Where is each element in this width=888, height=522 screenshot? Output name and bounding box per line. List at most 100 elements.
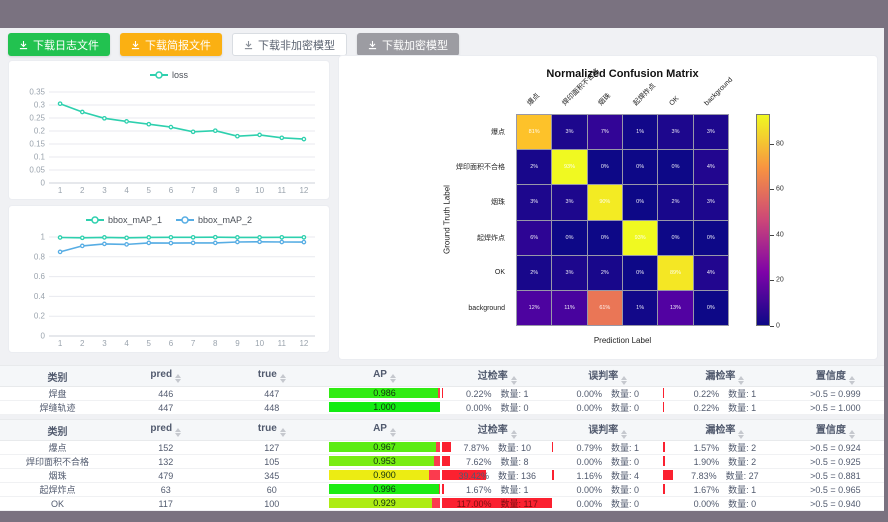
sort-caret-icon[interactable] — [279, 374, 286, 383]
column-header-over[interactable]: 过检率 — [441, 365, 553, 387]
legend-item[interactable]: bbox_mAP_1 — [85, 215, 162, 225]
table-row[interactable]: 烟珠 479 345 0.900 39.42% 数量: 136 1.16% 数量: 4 7.83… — [0, 468, 884, 483]
cell-true: 447 — [216, 386, 328, 401]
column-header-conf[interactable]: 置信度 — [786, 419, 884, 441]
sort-caret-icon[interactable] — [175, 428, 182, 437]
download-button-2[interactable]: 下载简报文件 — [120, 33, 222, 56]
rate-percent: 7.62% — [465, 456, 492, 467]
confusion-matrix-title: Normalized Confusion Matrix — [546, 68, 699, 80]
table-row[interactable]: OK 117 100 0.929 117.00% 数量: 117 0.00% 数量: 0 0.0… — [0, 496, 884, 511]
sort-caret-icon[interactable] — [738, 430, 745, 439]
column-label: 置信度 — [815, 371, 846, 382]
cell-true: 127 — [216, 440, 328, 455]
cell-ap: 0.900 — [327, 468, 442, 483]
svg-text:6: 6 — [169, 339, 174, 348]
sort-caret-icon[interactable] — [389, 428, 396, 437]
column-header-mis[interactable]: 误判率 — [552, 365, 663, 387]
svg-text:0.8: 0.8 — [34, 252, 46, 261]
svg-text:4: 4 — [124, 186, 129, 195]
column-header-miss[interactable]: 漏检率 — [662, 419, 787, 441]
legend-item[interactable]: bbox_mAP_2 — [176, 215, 252, 225]
download-button-1[interactable]: 下载日志文件 — [8, 33, 110, 56]
rate-bar — [552, 442, 554, 452]
column-header-true[interactable]: true — [216, 419, 328, 441]
ap-value: 0.929 — [373, 498, 396, 508]
table-row[interactable]: 焊印面积不合格 132 105 0.953 7.62% 数量: 8 0.00% 数量: 0 1.… — [0, 454, 884, 469]
legend-line-icon — [149, 71, 168, 79]
confusion-matrix-grid: 81% 3% 7% 1% 3% 3% 2% 93% 0% 0% 0% 4% 3% 3% 90% 0% 2% 3% 6… — [516, 114, 729, 326]
rate-count: 数量: 0 — [610, 457, 639, 467]
cell-category: 焊缝轨迹 — [0, 400, 115, 415]
column-header-true[interactable]: true — [216, 365, 328, 387]
column-header-conf[interactable]: 置信度 — [786, 365, 884, 387]
colorbar-tick-label: 20 — [776, 276, 784, 284]
cell-ap: 0.953 — [327, 454, 442, 469]
download-button-3[interactable]: 下载非加密模型 — [232, 33, 347, 56]
sort-caret-icon[interactable] — [621, 376, 628, 385]
cell-over: 7.62% 数量: 8 — [441, 454, 553, 469]
sort-caret-icon[interactable] — [279, 428, 286, 437]
button-label: 下载加密模型 — [382, 39, 448, 52]
column-header-pred[interactable]: pred — [114, 419, 217, 441]
rate-percent: 7.83% — [691, 470, 717, 481]
rate-percent: 1.90% — [693, 456, 720, 467]
matrix-cell: 6% — [517, 220, 552, 255]
svg-text:0.6: 0.6 — [34, 272, 46, 281]
table-row[interactable]: 爆点 152 127 0.967 7.87% 数量: 10 0.79% 数量: 1 1.57% 数… — [0, 440, 884, 455]
column-label: 类别 — [47, 372, 68, 384]
column-header-pred[interactable]: pred — [114, 365, 217, 387]
column-header-miss[interactable]: 漏检率 — [662, 365, 787, 387]
sort-caret-icon[interactable] — [621, 430, 628, 439]
sort-caret-icon[interactable] — [510, 430, 517, 439]
sort-caret-icon[interactable] — [848, 376, 855, 385]
sort-caret-icon[interactable] — [175, 374, 182, 383]
rate-count: 数量: 10 — [497, 443, 531, 453]
cell-pred: 479 — [114, 468, 217, 483]
download-button-4[interactable]: 下载加密模型 — [357, 33, 459, 56]
sort-caret-icon[interactable] — [848, 430, 855, 439]
svg-text:9: 9 — [235, 339, 240, 348]
sort-caret-icon[interactable] — [510, 376, 517, 385]
svg-text:0.35: 0.35 — [29, 88, 45, 97]
cell-mis: 0.00% 数量: 0 — [552, 386, 663, 401]
rate-count: 数量: 136 — [497, 471, 536, 481]
table-row[interactable]: 起焊炸点 63 60 0.996 1.67% 数量: 1 0.00% 数量: 0 1.67% 数量… — [0, 482, 884, 497]
svg-text:0.2: 0.2 — [34, 312, 46, 321]
matrix-row-label: 烟珠 — [491, 199, 505, 207]
svg-text:3: 3 — [102, 186, 107, 195]
ap-value: 0.900 — [373, 470, 396, 480]
svg-text:1: 1 — [41, 233, 46, 242]
sort-caret-icon[interactable] — [738, 376, 745, 385]
cell-mis: 0.00% 数量: 0 — [552, 482, 663, 497]
rate-percent: 0.00% — [693, 498, 720, 509]
table-gap — [0, 415, 884, 419]
svg-text:12: 12 — [299, 186, 308, 195]
table-row[interactable]: 焊缝轨迹 447 448 1.000 0.00% 数量: 0 0.00% 数量: 0 0.22%… — [0, 400, 884, 415]
svg-text:7: 7 — [191, 186, 196, 195]
matrix-cell: 89% — [658, 255, 693, 290]
rate-percent: 1.57% — [693, 442, 720, 453]
column-label: true — [257, 423, 277, 434]
cell-confidence: >0.5 = 0.965 — [786, 482, 884, 497]
svg-text:6: 6 — [169, 186, 174, 195]
rate-count: 数量: 0 — [500, 403, 529, 413]
column-header-ap[interactable]: AP — [327, 365, 442, 387]
cell-miss: 7.83% 数量: 27 — [662, 468, 787, 483]
cell-confidence: >0.5 = 0.881 — [786, 468, 884, 483]
legend-label: bbox_mAP_2 — [198, 215, 253, 225]
sort-caret-icon[interactable] — [389, 374, 396, 383]
cell-over: 117.00% 数量: 117 — [441, 496, 553, 511]
legend-item[interactable]: loss — [149, 70, 188, 80]
colorbar-tick-label: 40 — [776, 231, 784, 239]
column-label: 误判率 — [588, 425, 619, 436]
table-row[interactable]: 焊盘 446 447 0.986 0.22% 数量: 1 0.00% 数量: 0 0.22% 数量… — [0, 386, 884, 401]
ap-value: 0.996 — [373, 484, 396, 494]
cell-category: OK — [0, 496, 115, 511]
column-header-ap[interactable]: AP — [327, 419, 442, 441]
rate-count: 数量: 2 — [728, 457, 757, 467]
column-header-over[interactable]: 过检率 — [441, 419, 553, 441]
svg-text:0.4: 0.4 — [34, 292, 46, 301]
matrix-cell: 90% — [587, 185, 622, 220]
column-header-category: 类别 — [0, 419, 115, 441]
column-header-mis[interactable]: 误判率 — [552, 419, 663, 441]
